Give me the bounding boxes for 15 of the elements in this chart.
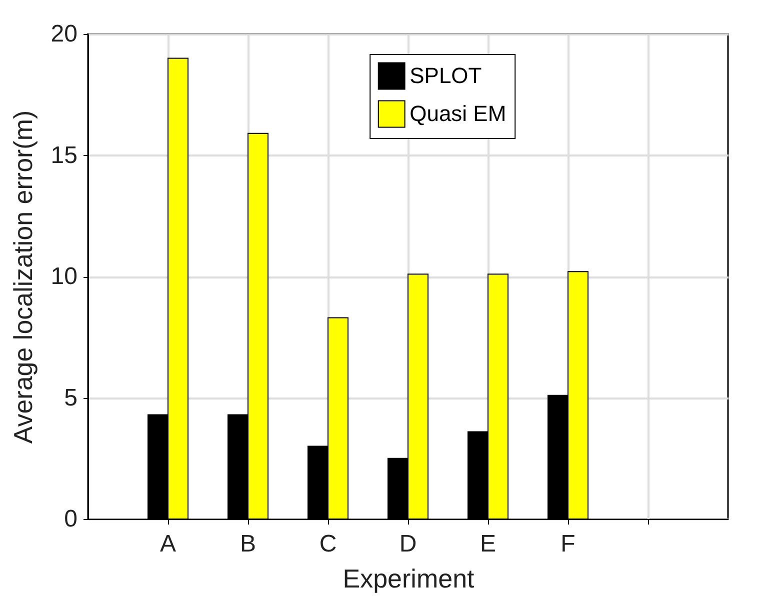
y-tick-label: 15 bbox=[50, 142, 78, 169]
x-tick-label: D bbox=[399, 530, 417, 558]
x-axis-title: Experiment bbox=[342, 564, 476, 594]
x-tick-label: B bbox=[240, 530, 256, 558]
y-tick-label: 10 bbox=[50, 263, 78, 290]
x-tick-label: E bbox=[480, 530, 496, 558]
y-axis-title: Average localization error(m) bbox=[8, 110, 38, 444]
y-tick-label: 5 bbox=[64, 384, 78, 412]
legend-label: Quasi EM bbox=[410, 101, 506, 126]
y-tick-label: 0 bbox=[64, 506, 78, 532]
x-tick-label: A bbox=[160, 530, 176, 558]
y-tick-label: 20 bbox=[50, 20, 78, 48]
x-tick-label: F bbox=[560, 530, 576, 558]
x-tick-label: C bbox=[319, 530, 337, 558]
legend-label: SPLOT bbox=[410, 63, 482, 88]
